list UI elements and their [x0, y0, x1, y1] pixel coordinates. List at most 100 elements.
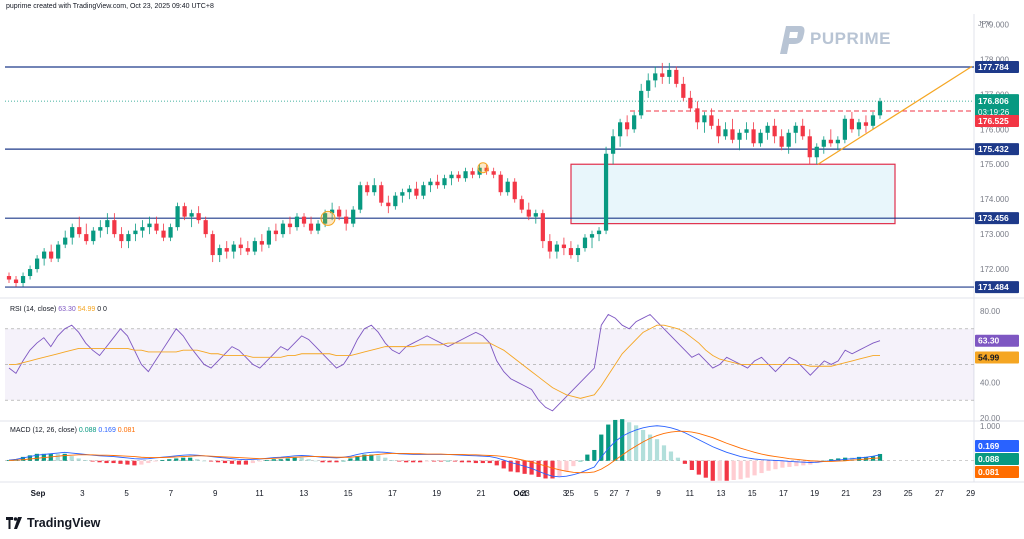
candle-body [793, 125, 798, 133]
price-tick-label: 178.000 [980, 55, 1009, 64]
candle-body [575, 248, 581, 256]
macd-histogram-bar [285, 458, 290, 461]
macd-badge-bg [975, 453, 1019, 465]
candle-body [49, 251, 54, 259]
candle-body [688, 97, 693, 109]
brand-logo: PUPRIME [776, 22, 890, 56]
macd-histogram-bar [146, 460, 151, 464]
candle-body [484, 167, 489, 172]
x-axis-label: 21 [477, 489, 486, 498]
candle-body [231, 244, 236, 252]
macd-histogram-bar [696, 460, 701, 475]
macd-histogram-bar [362, 454, 367, 461]
macd-histogram-bar [278, 459, 283, 461]
macd-histogram-bar [153, 460, 158, 462]
macd-histogram-bar [271, 459, 276, 461]
x-axis-label: 9 [656, 489, 661, 498]
macd-histogram-bar [689, 460, 694, 470]
tradingview-text: TradingView [27, 516, 101, 530]
candle-body [238, 244, 243, 249]
x-axis-label: 23 [521, 489, 530, 498]
rsi-ma-line [9, 324, 880, 399]
macd-histogram-bar [759, 460, 764, 474]
candle-body [259, 241, 264, 245]
candle-body [280, 223, 286, 235]
x-axis-label: 25 [904, 489, 913, 498]
level-badge-bg [975, 281, 1019, 294]
candle-body [105, 220, 110, 228]
candle-body [147, 223, 152, 228]
candle-body [442, 178, 447, 186]
macd-histogram-bar [592, 449, 597, 461]
macd-histogram-bar [34, 453, 39, 461]
rsi-legend-value: 63.30 [58, 306, 77, 313]
x-axis-label: 5 [124, 489, 129, 498]
macd-histogram-bar [599, 434, 604, 461]
candle-body [639, 90, 644, 116]
macd-histogram-bar [829, 459, 834, 461]
candle-body [393, 195, 398, 207]
watermark-header: puprime created with TradingView.com, Oc… [6, 3, 214, 10]
macd-histogram-bar [257, 460, 262, 462]
candle-body [217, 248, 222, 256]
macd-histogram-bar [299, 457, 304, 461]
current-price-badge-bg [975, 94, 1019, 119]
rsi-tick-label: 40.00 [980, 378, 1001, 387]
macd-histogram-bar [424, 460, 430, 462]
candle-body [737, 132, 742, 140]
x-axis-label: 23 [873, 489, 882, 498]
prev-level-badge-bg [975, 114, 1019, 127]
macd-histogram-bar [418, 460, 423, 463]
macd-histogram-bar [459, 460, 465, 463]
macd-legend-value: 0.088 [79, 427, 98, 434]
candle-body [877, 101, 883, 116]
macd-tick-label: 1.000 [980, 422, 1001, 431]
candle-body [653, 73, 658, 81]
candle-body [498, 174, 503, 193]
macd-histogram-bar [745, 460, 750, 478]
candle-body [674, 69, 679, 84]
macd-histogram-bar [160, 459, 165, 461]
price-tick-label: 173.000 [980, 230, 1009, 239]
macd-histogram-bar [90, 460, 95, 462]
candle-body [863, 122, 869, 126]
macd-badge-bg [975, 440, 1019, 452]
tradingview-icon [6, 517, 22, 529]
candle-body [154, 223, 159, 231]
candle-body [807, 136, 812, 158]
macd-histogram-bar [236, 460, 242, 465]
macd-histogram-bar [856, 456, 862, 461]
candle-body [414, 188, 419, 196]
trendline [817, 65, 973, 165]
rsi-tick-label: 80.00 [980, 307, 1001, 316]
highlight-circle [320, 210, 336, 226]
candle-body [533, 213, 538, 217]
candle-body [470, 171, 475, 175]
candle-body [758, 132, 763, 144]
macd-histogram-bar [83, 459, 88, 461]
candle-body [786, 132, 791, 147]
x-axis-label: 5 [594, 489, 599, 498]
macd-histogram-bar [717, 460, 722, 481]
x-axis-label: 13 [717, 489, 726, 498]
candle-body [610, 136, 616, 154]
candle-body [814, 146, 819, 158]
x-axis-label: 19 [432, 489, 441, 498]
macd-histogram-bar [515, 460, 520, 473]
chart-svg[interactable]: JPY179.000178.000177.000176.000175.00017… [0, 0, 1024, 500]
x-axis-label: Oct [513, 489, 527, 498]
price-tick-label: 176.000 [980, 125, 1009, 134]
macd-histogram-bar [780, 460, 785, 468]
candle-body [772, 125, 777, 137]
x-axis-label: 13 [299, 489, 308, 498]
macd-histogram-bar [306, 459, 311, 461]
candle-body [800, 125, 805, 137]
x-axis-label: 11 [686, 489, 695, 498]
candle-body [835, 139, 840, 144]
macd-histogram-bar [877, 453, 883, 461]
candle-body [723, 129, 728, 137]
candle-body [856, 122, 862, 130]
candle-body [203, 220, 208, 235]
candle-body [315, 223, 321, 231]
